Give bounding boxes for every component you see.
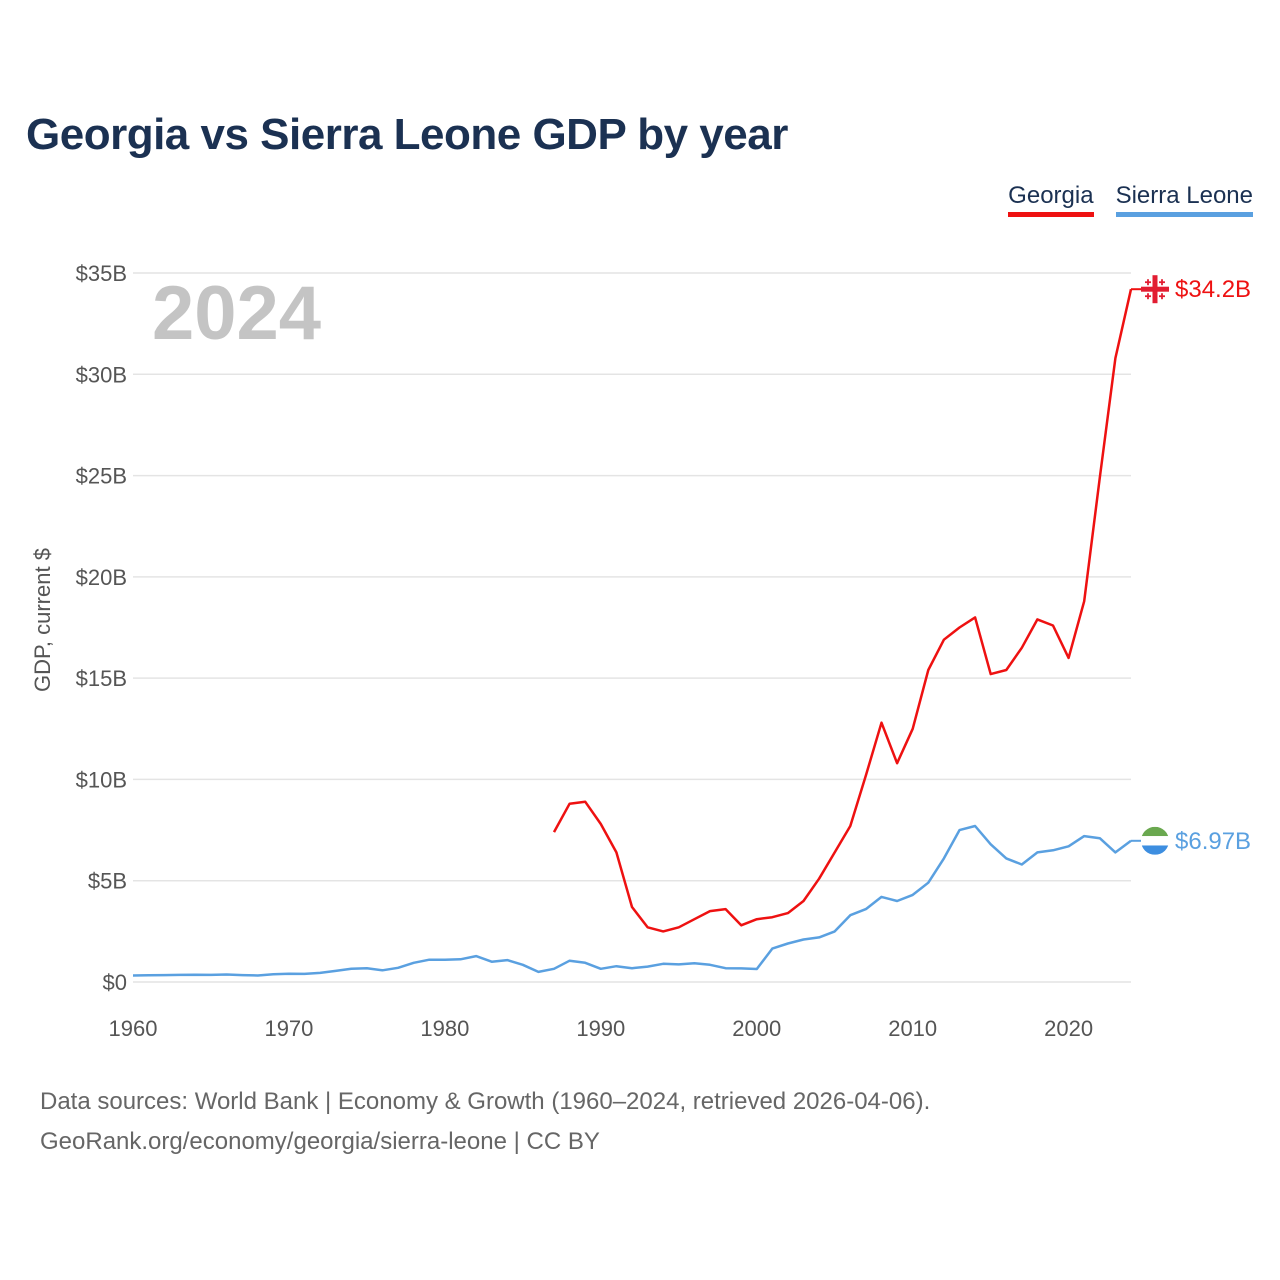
x-tick-label: 1960 [109,1016,158,1041]
georgia-flag-icon [1141,275,1169,304]
series-end-labels: $34.2B $6.97B [1131,275,1251,855]
footer: Data sources: World Bank | Economy & Gro… [40,1082,930,1162]
y-axis-ticks: $0 $5B $10B $15B $20B $25B $30B $35B [76,261,127,995]
legend: Georgia Sierra Leone [1008,182,1253,217]
legend-item-georgia[interactable]: Georgia [1008,182,1094,217]
y-axis-label: GDP, current $ [30,548,55,692]
flag-small-cross-v [1161,293,1163,300]
end-value-label: $34.2B [1175,276,1251,303]
legend-item-sierra-leone[interactable]: Sierra Leone [1115,182,1253,217]
x-tick-label: 1970 [264,1016,313,1041]
x-tick-label: 1990 [576,1016,625,1041]
y-tick-label: $35B [76,261,127,286]
y-tick-label: $5B [88,869,127,894]
x-tick-label: 1980 [420,1016,469,1041]
year-label: 2024 [152,271,321,356]
y-tick-label: $20B [76,565,127,590]
series-lines [132,288,1133,977]
y-tick-label: $0 [103,970,127,995]
y-tick-label: $30B [76,362,127,387]
x-tick-label: 2010 [888,1016,937,1041]
source-link[interactable]: GeoRank.org/economy/georgia/sierra-leone… [40,1128,600,1155]
sierra-leone-flag-icon [1141,826,1169,855]
flag-band-blue [1141,845,1169,855]
x-axis-ticks: 1960 1970 1980 1990 2000 2010 2020 [109,1016,1094,1041]
y-tick-label: $10B [76,767,127,792]
gridlines [133,272,1131,983]
x-tick-label: 2020 [1044,1016,1093,1041]
x-tick-label: 2000 [732,1016,781,1041]
series-line-georgia [552,288,1133,933]
flag-small-cross-v [1147,279,1149,286]
flag-band-green [1141,826,1169,837]
y-tick-label: $15B [76,666,127,691]
data-source-note: Data sources: World Bank | Economy & Gro… [40,1088,931,1115]
flag-bands [1141,826,1169,855]
flag-small-cross-v [1161,279,1163,286]
y-tick-label: $25B [76,464,127,489]
end-value-label: $6.97B [1175,828,1251,855]
flag-small-cross-v [1147,293,1149,300]
flag-cross-v [1152,275,1158,304]
flag-band-white [1141,836,1169,846]
series-line-sierra-leone [132,824,1132,977]
chart-title: Georgia vs Sierra Leone GDP by year [26,110,788,159]
